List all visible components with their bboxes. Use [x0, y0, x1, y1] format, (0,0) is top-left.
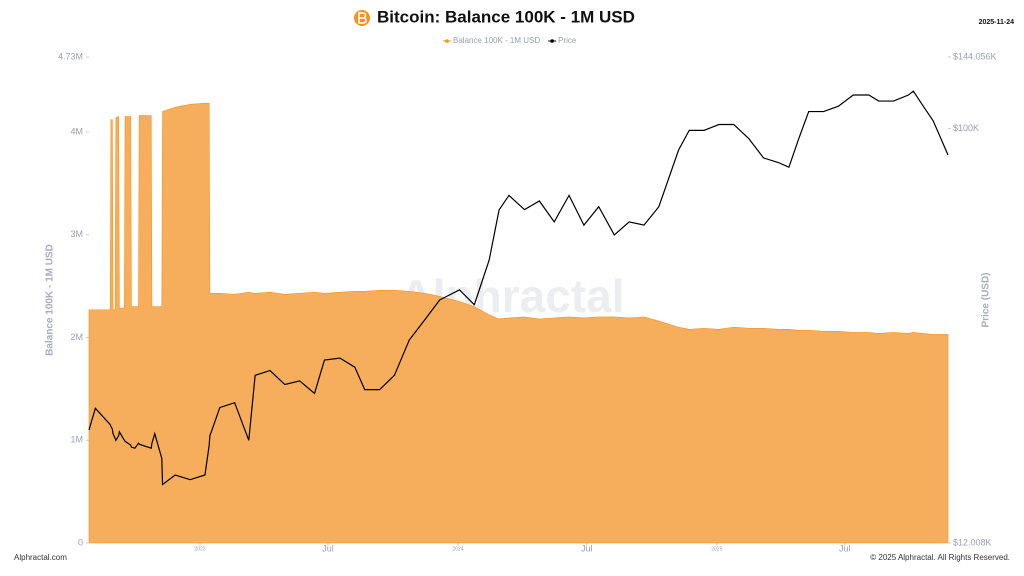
x-tick-label: 2024: [452, 546, 463, 552]
copyright: © 2025 Alphractal. All Rights Reserved.: [870, 553, 1010, 562]
y2-tick-label: $12.008K: [953, 537, 992, 547]
y-tick-label: 1M: [70, 435, 83, 445]
legend-marker: [445, 39, 449, 43]
x-tick-label: Jul: [322, 543, 334, 553]
x-tick-label: Jul: [839, 543, 851, 553]
x-tick-label: Jul: [581, 543, 593, 553]
y2-axis-title: Price (USD): [981, 272, 992, 327]
x-tick-label: 2025: [711, 546, 722, 552]
legend-label: Price: [558, 36, 577, 45]
y-tick-label: 0: [78, 537, 83, 547]
chart-title: Bitcoin: Balance 100K - 1M USD: [377, 7, 635, 26]
bitcoin-icon: [354, 10, 370, 26]
y2-tick-label: $144.056K: [953, 51, 997, 61]
y2-tick-label: $100K: [953, 123, 979, 133]
x-tick-label: 2023: [194, 546, 205, 552]
legend-label: Balance 100K - 1M USD: [453, 36, 540, 45]
plot-area: [88, 90, 949, 544]
y-axis-title: Balance 100K - 1M USD: [45, 244, 56, 356]
y-tick-label: 4.73M: [58, 51, 83, 61]
date: 2025-11-24: [979, 19, 1015, 26]
source: Alphractal.com: [14, 553, 67, 562]
legend: Balance 100K - 1M USD Price: [443, 36, 577, 45]
area: [88, 102, 949, 544]
legend-marker: [550, 39, 554, 43]
y-tick-label: 2M: [70, 332, 83, 342]
y-tick-label: 4M: [70, 126, 83, 136]
y-tick-label: 3M: [70, 229, 83, 239]
price-line: [88, 90, 949, 486]
